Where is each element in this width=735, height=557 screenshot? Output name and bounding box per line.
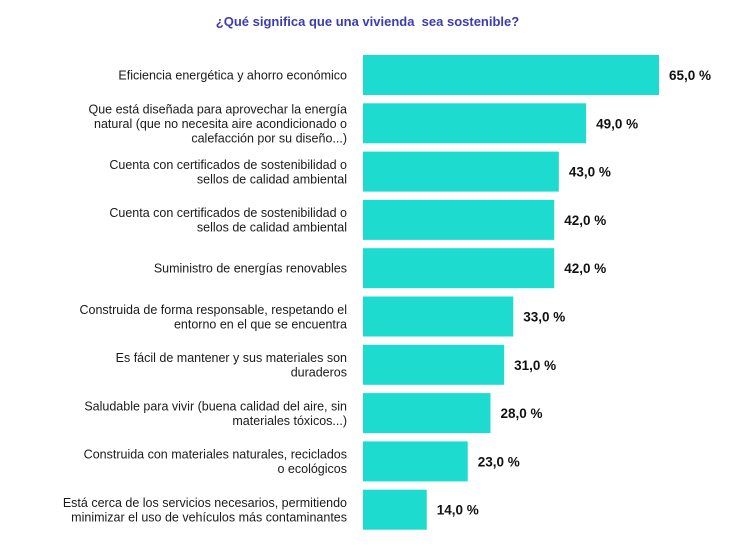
value-label: 33,0 % bbox=[523, 310, 565, 325]
bar-group: 65,0 % Eficiencia energética y ahorro eco… bbox=[118, 55, 711, 95]
category-label: minimizar el uso de vehículos más contam… bbox=[71, 510, 347, 524]
value-label: 14,0 % bbox=[437, 503, 479, 518]
category-label: Construida con materiales naturales, rec… bbox=[84, 448, 347, 462]
category-label: entorno en el que se encuentra bbox=[174, 317, 347, 331]
category-label: duraderos bbox=[291, 366, 347, 380]
value-label: 49,0 % bbox=[596, 116, 638, 131]
value-label: 65,0 % bbox=[669, 68, 711, 83]
category-label: natural (que no necesita aire acondicion… bbox=[94, 117, 347, 131]
category-label: o ecológicos bbox=[278, 462, 348, 476]
value-label: 23,0 % bbox=[478, 454, 520, 469]
bar bbox=[363, 103, 587, 144]
bar bbox=[363, 441, 468, 482]
category-label: materiales tóxicos...) bbox=[232, 414, 347, 428]
bar-group: 42,0 % Suministro de energías renovables bbox=[154, 248, 606, 289]
value-label: 28,0 % bbox=[501, 406, 543, 421]
value-label: 42,0 % bbox=[564, 213, 606, 228]
value-label: 43,0 % bbox=[569, 165, 611, 180]
category-label: Eficiencia energética y ahorro económico bbox=[118, 69, 347, 83]
category-label: Cuenta con certificados de sostenibilida… bbox=[109, 158, 347, 172]
bar bbox=[363, 393, 491, 434]
bar-group: 33,0 % Construida de forma responsable, r… bbox=[79, 296, 565, 337]
category-label: Es fácil de mantener y sus materiales so… bbox=[116, 351, 347, 365]
chart-title: ¿Qué significa que una vivienda sea sost… bbox=[215, 14, 520, 29]
bar-group: 42,0 % Cuenta con certificados de sosteni… bbox=[109, 199, 606, 240]
value-label: 42,0 % bbox=[564, 261, 606, 276]
bar bbox=[363, 296, 514, 337]
bar-group: 49,0 % Que está diseñada para aprovechar … bbox=[88, 102, 638, 145]
category-label: Que está diseñada para aprovechar la ene… bbox=[88, 102, 347, 116]
category-label: calefacción por su diseño...) bbox=[191, 131, 347, 145]
category-label: sellos de calidad ambiental bbox=[197, 172, 347, 186]
category-label: sellos de calidad ambiental bbox=[197, 221, 347, 235]
value-label: 31,0 % bbox=[514, 358, 556, 373]
bar bbox=[363, 199, 555, 240]
category-label: Cuenta con certificados de sostenibilida… bbox=[109, 206, 347, 220]
bar bbox=[363, 248, 555, 289]
category-label: Saludable para vivir (buena calidad del … bbox=[84, 399, 347, 413]
bar bbox=[363, 55, 659, 95]
bar-group: 14,0 % Está cerca de los servicios necesa… bbox=[63, 489, 479, 530]
category-label: Está cerca de los servicios necesarios, … bbox=[63, 496, 347, 510]
bar-group: 23,0 % Construida con materiales naturale… bbox=[84, 441, 520, 482]
bar bbox=[363, 489, 427, 530]
category-label: Construida de forma responsable, respeta… bbox=[79, 303, 347, 317]
category-label: Suministro de energías renovables bbox=[154, 262, 347, 276]
bar bbox=[363, 151, 559, 192]
bar bbox=[363, 344, 505, 385]
bar-group: 28,0 % Saludable para vivir (buena calida… bbox=[84, 393, 543, 434]
bar-group: 43,0 % Cuenta con certificados de sosteni… bbox=[109, 151, 611, 192]
bar-group: 31,0 % Es fácil de mantener y sus materia… bbox=[116, 344, 556, 385]
